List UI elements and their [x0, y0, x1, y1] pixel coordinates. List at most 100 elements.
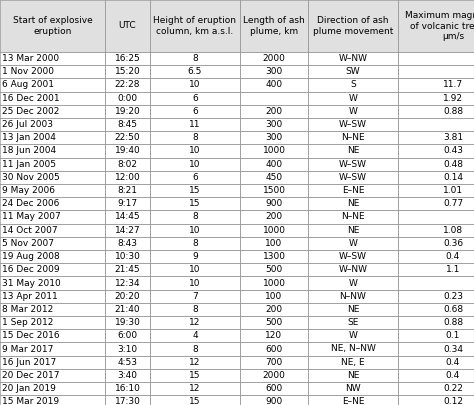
Bar	[308, 290, 398, 303]
Text: 400: 400	[265, 160, 283, 169]
Text: 15 Dec 2016: 15 Dec 2016	[2, 331, 60, 340]
Bar	[0, 171, 105, 184]
Bar	[240, 303, 308, 316]
Bar	[240, 224, 308, 237]
Text: 8:21: 8:21	[118, 186, 137, 195]
Text: 10: 10	[189, 279, 201, 288]
Text: 1000: 1000	[263, 147, 285, 156]
Bar	[308, 118, 398, 131]
Bar	[308, 0, 398, 52]
Text: 20 Dec 2017: 20 Dec 2017	[2, 371, 60, 380]
Text: 0.88: 0.88	[443, 107, 463, 116]
Bar	[308, 369, 398, 382]
Bar	[240, 395, 308, 405]
Bar	[240, 316, 308, 329]
Bar	[398, 0, 474, 52]
Text: 300: 300	[265, 133, 283, 142]
Bar	[150, 211, 240, 224]
Bar	[105, 52, 150, 65]
Bar	[150, 145, 240, 158]
Bar	[308, 329, 398, 342]
Text: 21:40: 21:40	[115, 305, 140, 314]
Text: 0.4: 0.4	[446, 358, 460, 367]
Text: 0.43: 0.43	[443, 147, 463, 156]
Bar	[105, 250, 150, 263]
Bar	[398, 79, 474, 92]
Bar	[0, 184, 105, 197]
Text: 8: 8	[192, 305, 198, 314]
Bar	[150, 197, 240, 211]
Text: 14 Oct 2007: 14 Oct 2007	[2, 226, 58, 235]
Text: 19 Aug 2008: 19 Aug 2008	[2, 252, 60, 261]
Text: 6: 6	[192, 107, 198, 116]
Bar	[240, 342, 308, 356]
Bar	[105, 0, 150, 52]
Text: 9:17: 9:17	[118, 199, 137, 208]
Bar	[240, 105, 308, 118]
Bar	[105, 263, 150, 276]
Bar	[150, 158, 240, 171]
Text: 1.1: 1.1	[446, 265, 460, 274]
Bar	[398, 290, 474, 303]
Text: 12: 12	[189, 384, 201, 393]
Bar	[105, 145, 150, 158]
Bar	[308, 171, 398, 184]
Bar	[398, 237, 474, 250]
Bar	[105, 395, 150, 405]
Text: 12: 12	[189, 318, 201, 327]
Text: 0.77: 0.77	[443, 199, 463, 208]
Text: 300: 300	[265, 120, 283, 129]
Text: 6: 6	[192, 173, 198, 182]
Text: 13 Apr 2011: 13 Apr 2011	[2, 292, 58, 301]
Bar	[398, 92, 474, 105]
Text: 16 Dec 2001: 16 Dec 2001	[2, 94, 60, 103]
Bar	[398, 105, 474, 118]
Bar	[398, 184, 474, 197]
Text: 13 Jan 2004: 13 Jan 2004	[2, 133, 56, 142]
Bar	[308, 237, 398, 250]
Text: 12:34: 12:34	[115, 279, 140, 288]
Text: 19:30: 19:30	[115, 318, 140, 327]
Bar	[398, 250, 474, 263]
Bar	[105, 356, 150, 369]
Text: 17:30: 17:30	[115, 397, 140, 405]
Bar	[105, 131, 150, 145]
Text: 600: 600	[265, 384, 283, 393]
Bar	[0, 224, 105, 237]
Bar	[105, 329, 150, 342]
Text: 20 Jan 2019: 20 Jan 2019	[2, 384, 56, 393]
Text: 8:43: 8:43	[118, 239, 137, 248]
Text: E–NE: E–NE	[342, 397, 364, 405]
Bar	[308, 65, 398, 79]
Bar	[0, 316, 105, 329]
Text: 1500: 1500	[263, 186, 285, 195]
Text: Start of explosive
eruption: Start of explosive eruption	[13, 16, 92, 36]
Text: W–SW: W–SW	[339, 160, 367, 169]
Bar	[398, 316, 474, 329]
Text: 500: 500	[265, 265, 283, 274]
Text: SE: SE	[347, 318, 359, 327]
Text: 11.7: 11.7	[443, 81, 463, 90]
Bar	[240, 197, 308, 211]
Text: NE: NE	[347, 226, 359, 235]
Bar	[105, 105, 150, 118]
Text: 1.92: 1.92	[443, 94, 463, 103]
Bar	[150, 276, 240, 290]
Text: 10: 10	[189, 265, 201, 274]
Text: W: W	[348, 107, 357, 116]
Bar	[240, 79, 308, 92]
Text: E–NE: E–NE	[342, 186, 364, 195]
Text: 8:02: 8:02	[118, 160, 137, 169]
Bar	[150, 184, 240, 197]
Bar	[240, 0, 308, 52]
Text: NE: NE	[347, 305, 359, 314]
Text: 8: 8	[192, 213, 198, 222]
Bar	[308, 303, 398, 316]
Text: SW: SW	[346, 67, 360, 76]
Bar	[398, 342, 474, 356]
Text: 8: 8	[192, 345, 198, 354]
Text: W–NW: W–NW	[338, 265, 367, 274]
Bar	[0, 342, 105, 356]
Bar	[150, 237, 240, 250]
Text: 11: 11	[189, 120, 201, 129]
